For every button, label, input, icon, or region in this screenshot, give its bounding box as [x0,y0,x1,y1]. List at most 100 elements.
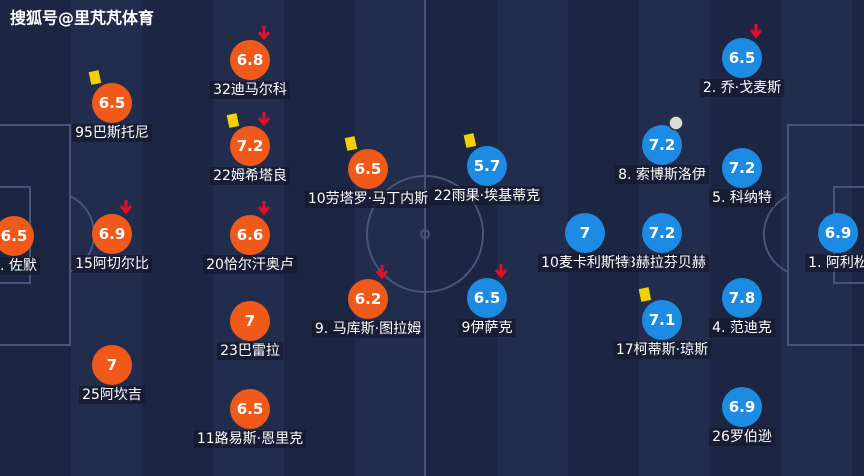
player: 9. 马库斯·图拉姆 6.2 [311,265,425,338]
player-name: 8. 索博斯洛伊 [618,166,706,183]
player: 5. 科纳特 7.2 [709,148,775,207]
rating-badge [230,215,270,255]
player: 11路易斯·恩里克 6.5 [193,389,307,448]
rating-badge [348,279,388,319]
rating-badge [230,40,270,80]
yellow-card [226,113,240,128]
player-name: 22雨果·埃基蒂克 [434,187,540,204]
rating: 6.9 [99,225,126,243]
rating-badge [642,213,682,253]
player: 1. 阿利松 6.9 [805,213,864,272]
player-name: 32迪马尔科 [213,82,287,98]
rating: 6.2 [355,290,382,308]
player-name: 9伊萨克 [462,320,513,336]
rating: 7.2 [649,136,676,154]
name-bg [458,319,516,337]
player: 10劳塔罗·马丁内斯 6.5 [304,136,432,208]
name-bg [72,255,152,273]
watermark: 搜狐号@里芃芃体育 [10,9,154,28]
player-name: 1. 佐默 [0,258,37,274]
rating-badge [230,389,270,429]
rating-badge [642,125,682,165]
player-name: 9. 马库斯·图拉姆 [315,321,421,337]
player: 8. 索博斯洛伊 7.2 [615,115,709,184]
player: 22雨果·埃基蒂克 5.7 [430,133,544,205]
rating: 6.5 [474,289,501,307]
player: 38赫拉芬贝赫 7.2 [615,213,709,272]
player: 1. 佐默 6.5 [0,216,40,275]
rating: 6.5 [99,94,126,112]
rating: 7 [245,312,255,330]
rating-badge [467,278,507,318]
player-name: 26罗伯逊 [712,429,772,445]
player: 22姆希塔良 7.2 [210,112,290,185]
player: 15阿切尔比 6.9 [72,200,152,273]
name-bg [304,190,432,208]
rating: 6.9 [825,224,852,242]
player-name: 15阿切尔比 [75,256,149,272]
yellow-card [88,70,102,85]
player-name: 4. 范迪克 [712,319,772,336]
name-bg [203,255,297,274]
player-name: 11路易斯·恩里克 [197,431,303,447]
player-name: 95巴斯托尼 [75,125,149,141]
rating: 6.8 [237,51,264,69]
rating: 6.5 [237,400,264,418]
player-name: 38赫拉芬贝赫 [618,255,706,271]
name-bg [217,342,283,360]
player-name: 5. 科纳特 [712,190,772,206]
rating-badge [467,146,507,186]
sub-arrow [257,201,271,216]
rating-badge [722,278,762,318]
player: 25阿坎吉 7 [79,345,145,404]
rating-badge [230,301,270,341]
rating: 6.9 [729,398,756,416]
player-name: 17柯蒂斯·琼斯 [616,342,708,358]
sub-arrow [494,264,508,279]
name-bg [805,254,864,272]
player: 20恰尔汗奥卢 6.6 [203,201,297,274]
rating-badge [722,387,762,427]
goal-icon [668,115,684,131]
name-bg [79,386,145,404]
rating: 6.5 [729,49,756,67]
sub-arrow [257,26,271,41]
rating: 7.1 [649,311,676,329]
rating-badge [92,214,132,254]
rating-badge [722,148,762,188]
player: 95巴斯托尼 6.5 [72,70,152,142]
name-bg [699,79,785,97]
player-name: 10劳塔罗·马丁内斯 [308,191,428,207]
name-bg [612,341,712,359]
name-bg [210,81,290,99]
player: 10麦卡利斯特 7 [538,213,632,272]
player-name: 25阿坎吉 [82,387,142,403]
sub-arrow [119,200,133,215]
yellow-card [638,287,652,302]
player: 4. 范迪克 7.8 [709,278,775,337]
sub-arrow [749,24,763,39]
rating: 7.8 [729,289,756,307]
player-name: 1. 阿利松 [808,255,864,271]
rating: 7.2 [237,137,264,155]
player-name: 23巴雷拉 [220,343,280,359]
yellow-card [463,133,477,148]
sub-arrow [375,265,389,280]
rating-badge [642,300,682,340]
name-bg [709,189,775,207]
name-bg [709,318,775,337]
rating-badge [92,83,132,123]
rating-badge [230,126,270,166]
name-bg [709,428,775,446]
rating: 6.5 [355,160,382,178]
name-bg [538,254,632,272]
player-name: 20恰尔汗奥卢 [206,256,294,273]
player-name: 2. 乔·戈麦斯 [703,80,781,96]
rating-badge [0,216,34,256]
player: 32迪马尔科 6.8 [210,26,290,99]
yellow-card [344,136,358,151]
player-name: 10麦卡利斯特 [541,255,629,271]
name-bg [193,430,307,448]
